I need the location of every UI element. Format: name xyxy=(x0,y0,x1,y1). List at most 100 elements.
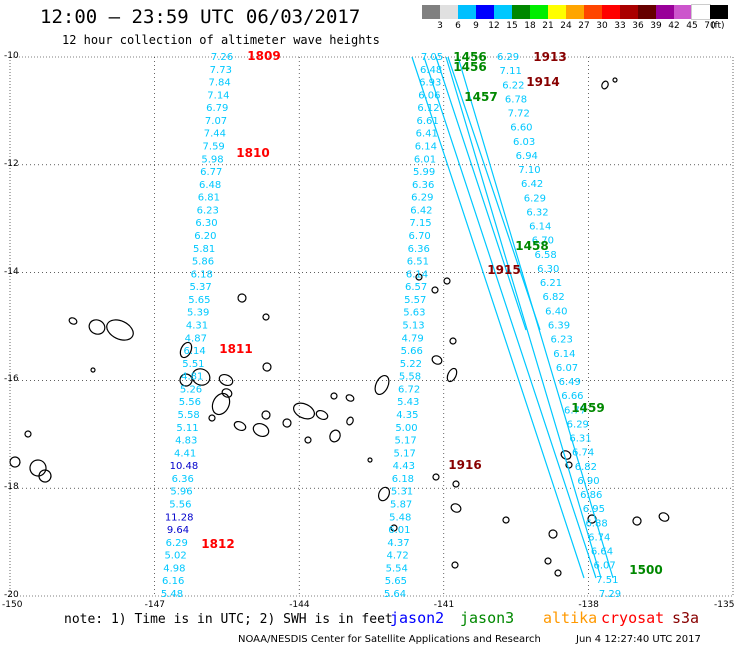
wave-height-label: 6.58 xyxy=(534,250,556,261)
longitude-tick-label: -138 xyxy=(578,600,599,610)
wave-height-label: 5.17 xyxy=(394,448,416,459)
wave-height-label: 6.93 xyxy=(419,78,441,89)
wave-height-label: 7.10 xyxy=(518,165,540,176)
island-outline xyxy=(106,319,134,341)
wave-height-label: 5.57 xyxy=(404,295,426,306)
wave-height-label: 6.03 xyxy=(513,137,535,148)
wave-height-label: 7.84 xyxy=(208,78,230,89)
legend-item-s3a: s3a xyxy=(672,609,700,627)
island-outline xyxy=(452,480,460,488)
wave-height-label: 5.02 xyxy=(164,551,186,562)
color-scale-tick-label: 30 xyxy=(596,21,608,31)
wave-height-label: 6.79 xyxy=(206,103,228,114)
wave-height-label: 7.29 xyxy=(599,589,621,600)
wave-height-label: 6.39 xyxy=(548,321,570,332)
credit-line: NOAA/NESDIS Center for Satellite Applica… xyxy=(238,634,541,645)
wave-height-label: 6.77 xyxy=(200,167,222,178)
color-scale-unit: (ft) xyxy=(711,21,725,31)
wave-height-label: 6.07 xyxy=(593,561,615,572)
track-band-edge xyxy=(445,56,602,579)
longitude-tick-label: -147 xyxy=(144,600,166,610)
wave-height-label: 7.51 xyxy=(596,575,618,586)
pass-number-label: 1811 xyxy=(219,342,252,356)
wave-height-label: 6.82 xyxy=(575,462,597,473)
wave-height-label: 6.74 xyxy=(572,448,594,459)
wave-height-label: 5.31 xyxy=(391,487,413,498)
legend-item-jason3: jason3 xyxy=(460,609,515,627)
wave-height-label: 6.95 xyxy=(583,504,605,515)
island-outline xyxy=(90,367,96,373)
wave-height-label: 6.30 xyxy=(195,218,217,229)
island-outline xyxy=(390,524,398,532)
color-scale-tick-label: 24 xyxy=(560,21,572,31)
island-outline xyxy=(261,410,271,420)
wave-height-label: 6.41 xyxy=(416,129,438,140)
wave-height-label: 6.66 xyxy=(561,391,583,402)
pass-number-label: 1913 xyxy=(533,50,566,64)
wave-height-label: 4.43 xyxy=(393,461,415,472)
latitude-tick-label: -16 xyxy=(4,374,19,385)
wave-height-label: 7.14 xyxy=(207,90,229,101)
wave-height-label: 6.14 xyxy=(406,269,428,280)
color-scale-swatch xyxy=(422,5,440,19)
island-outline xyxy=(330,392,338,400)
longitude-tick-label: -144 xyxy=(289,600,310,610)
wave-height-label: 6.40 xyxy=(545,306,567,317)
island-outline xyxy=(208,414,216,422)
wave-height-label: 7.15 xyxy=(409,218,431,229)
wave-height-label: 6.78 xyxy=(505,94,527,105)
wave-height-label: 7.72 xyxy=(508,109,530,120)
color-scale-swatch xyxy=(620,5,638,19)
wave-height-label: 5.63 xyxy=(403,308,425,319)
wave-height-label: 6.42 xyxy=(521,179,543,190)
pass-number-label: 1459 xyxy=(571,401,604,415)
wave-height-label: 6.57 xyxy=(405,282,427,293)
wave-height-label: 5.56 xyxy=(169,500,191,511)
color-scale-tick-label: 9 xyxy=(473,21,479,31)
wave-height-label: 6.90 xyxy=(577,476,599,487)
wave-height-label: 6.29 xyxy=(524,193,546,204)
island-outline xyxy=(252,422,270,438)
wave-height-label: 7.07 xyxy=(205,116,227,127)
pass-number-label: 1810 xyxy=(236,146,269,160)
island-outline xyxy=(658,512,670,522)
pass-number-label: 1456 xyxy=(453,60,486,74)
island-outline xyxy=(237,293,247,303)
track-band-edge xyxy=(423,56,597,579)
wave-height-label: 6.51 xyxy=(407,257,429,268)
color-scale-tick-label: 70 xyxy=(704,21,716,31)
island-outline xyxy=(632,516,642,526)
longitude-tick-label: -141 xyxy=(433,600,455,610)
island-outline xyxy=(432,473,440,481)
color-scale-swatch xyxy=(638,5,656,19)
island-outline xyxy=(179,373,193,387)
footnote: note: 1) Time is in UTC; 2) SWH is in fe… xyxy=(64,612,393,627)
wave-height-label: 5.26 xyxy=(180,384,202,395)
island-outline xyxy=(88,319,106,335)
wave-height-label: 5.17 xyxy=(394,436,416,447)
wave-height-label: 5.56 xyxy=(179,397,201,408)
island-outline xyxy=(449,337,457,345)
wave-height-label: 5.96 xyxy=(170,487,192,498)
wave-height-label: 6.74 xyxy=(588,532,610,543)
wave-height-label: 5.58 xyxy=(178,410,200,421)
wave-height-label: 7.11 xyxy=(500,66,522,77)
color-scale-swatch xyxy=(710,5,728,19)
legend-item-jason2: jason2 xyxy=(390,609,445,627)
wave-height-label: 7.26 xyxy=(211,52,233,63)
wave-height-label: 6.29 xyxy=(166,538,188,549)
island-outline xyxy=(346,416,354,426)
wave-height-label: 6.29 xyxy=(497,52,519,63)
page-subtitle: 12 hour collection of altimeter wave hei… xyxy=(62,33,380,47)
island-outline xyxy=(68,317,78,325)
color-scale-swatch xyxy=(656,5,674,19)
wave-height-label: 6.70 xyxy=(409,231,431,242)
color-scale-tick-label: 6 xyxy=(455,21,461,31)
wave-height-label: 10.48 xyxy=(170,461,199,472)
wave-height-label: 4.98 xyxy=(163,563,185,574)
island-outline xyxy=(315,409,329,421)
color-scale-swatch xyxy=(440,5,458,19)
wave-height-label: 4.83 xyxy=(175,436,197,447)
island-outline xyxy=(329,429,341,443)
